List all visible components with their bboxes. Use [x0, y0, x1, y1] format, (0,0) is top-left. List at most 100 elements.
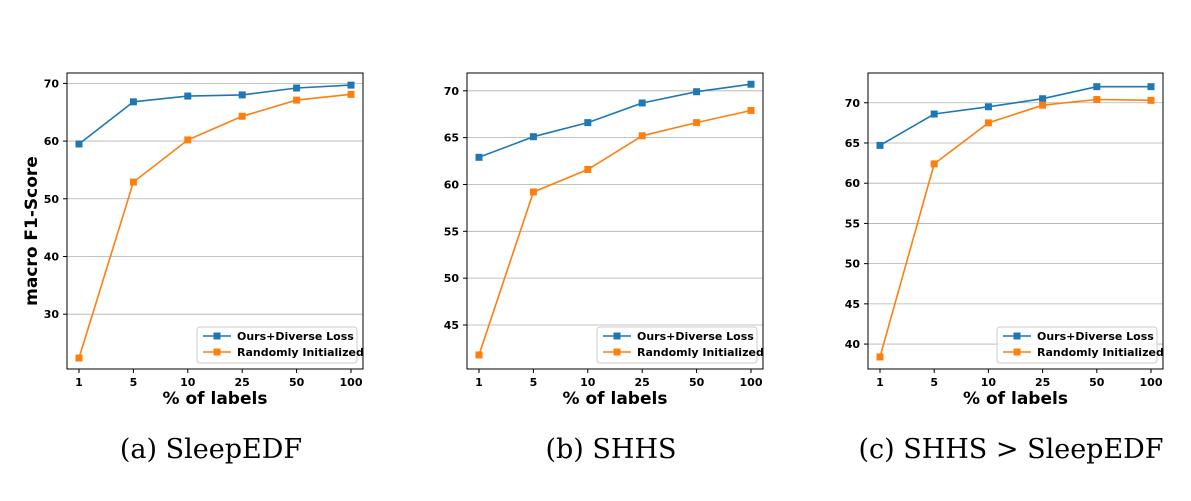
data-point [930, 110, 938, 118]
data-point [75, 140, 83, 148]
data-point [693, 119, 701, 127]
x-tick-label: 1 [75, 376, 83, 389]
x-tick-label: 5 [130, 376, 138, 389]
x-tick-label: 50 [1089, 376, 1105, 389]
legend-marker [613, 332, 621, 340]
y-tick-label: 70 [444, 85, 460, 98]
x-tick-label: 10 [981, 376, 997, 389]
plot-frame [867, 72, 1164, 370]
y-tick-label: 65 [845, 137, 860, 150]
data-point [984, 103, 992, 111]
data-point [638, 99, 646, 107]
data-point [638, 132, 646, 140]
data-point [347, 81, 355, 89]
data-point [75, 354, 83, 362]
data-point [184, 92, 192, 100]
subfigure-caption: (c) SHHS > SleepEDF [858, 434, 1163, 465]
legend: Ours+Diverse Loss Randomly Initialized [196, 326, 364, 364]
x-tick-label: 25 [1035, 376, 1050, 389]
legend-marker [213, 332, 221, 340]
legend: Ours+Diverse Loss Randomly Initialized [996, 326, 1164, 364]
y-tick-label: 65 [444, 132, 459, 145]
y-tick-label: 40 [44, 250, 60, 263]
data-point [1039, 95, 1047, 103]
x-tick-label: 5 [930, 376, 938, 389]
data-point [1093, 96, 1101, 104]
data-point [984, 119, 992, 127]
series-line-1 [478, 83, 752, 159]
chart-panel-1: 30 40 50 60 70 1 5 10 25 50 100 Ours+Diverse Loss Ra… [22, 72, 364, 465]
y-axis-title: macro F1-Score [22, 156, 42, 306]
data-point [129, 178, 137, 186]
y-tick-label: 55 [444, 225, 459, 238]
data-point [1039, 101, 1047, 109]
series-line-2 [78, 93, 352, 359]
x-axis-title: % of labels [163, 389, 268, 409]
legend-label: Randomly Initialized [1037, 346, 1164, 359]
data-point [293, 84, 301, 92]
data-point [693, 88, 701, 96]
data-point [529, 133, 537, 141]
legend-marker [613, 348, 621, 356]
data-point [475, 351, 483, 359]
y-tick-label: 50 [444, 272, 460, 285]
data-point [238, 112, 246, 120]
series-line-1 [879, 85, 1151, 147]
series-line-1 [78, 84, 352, 145]
data-point [129, 98, 137, 106]
subfigure-caption: (a) SleepEDF [120, 434, 302, 465]
legend-marker [1013, 348, 1021, 356]
x-axis-title: % of labels [963, 389, 1068, 409]
x-tick-label: 5 [530, 376, 538, 389]
legend-label: Ours+Diverse Loss [1037, 330, 1154, 343]
data-point [293, 96, 301, 104]
x-tick-label: 1 [475, 376, 483, 389]
data-point [1147, 83, 1155, 91]
legend-label: Randomly Initialized [637, 346, 764, 359]
legend-box [596, 326, 758, 364]
y-tick-label: 45 [845, 298, 860, 311]
y-tick-label: 70 [845, 97, 861, 110]
y-tick-label: 50 [44, 193, 60, 206]
y-tick-label: 60 [845, 177, 861, 190]
x-tick-label: 25 [635, 376, 650, 389]
data-point [747, 106, 755, 114]
x-tick-label: 100 [740, 376, 763, 389]
y-tick-label: 55 [845, 217, 860, 230]
data-point [184, 136, 192, 144]
legend-marker [213, 348, 221, 356]
legend: Ours+Diverse Loss Randomly Initialized [596, 326, 764, 364]
legend-marker [1013, 332, 1021, 340]
x-tick-label: 10 [180, 376, 196, 389]
legend-box [196, 326, 358, 364]
y-tick-label: 40 [845, 338, 861, 351]
x-tick-label: 10 [580, 376, 596, 389]
y-tick-label: 50 [845, 258, 861, 271]
x-tick-label: 50 [689, 376, 705, 389]
data-point [347, 90, 355, 98]
legend-label: Ours+Diverse Loss [237, 330, 354, 343]
data-point [876, 141, 884, 149]
x-axis-title: % of labels [563, 389, 668, 409]
x-tick-label: 100 [340, 376, 363, 389]
x-tick-label: 50 [289, 376, 305, 389]
data-point [876, 353, 884, 361]
legend-label: Randomly Initialized [237, 346, 364, 359]
data-point [1147, 96, 1155, 104]
data-point [584, 165, 592, 173]
series-line-2 [478, 109, 752, 356]
y-tick-label: 60 [444, 178, 460, 191]
data-point [238, 91, 246, 99]
data-point [529, 188, 537, 196]
data-point [584, 119, 592, 127]
y-tick-label: 60 [44, 135, 60, 148]
subfigure-caption: (b) SHHS [545, 434, 676, 465]
x-tick-label: 25 [235, 376, 250, 389]
data-point [475, 153, 483, 161]
data-point [747, 80, 755, 88]
chart-panel-2: 45 50 55 60 65 70 1 5 10 25 50 100 Ours+Diverse Loss… [444, 72, 764, 465]
chart-panel-3: 40 45 50 55 60 65 70 1 5 10 25 50 100 Ours+Diverse Lo… [845, 72, 1164, 465]
plot-frame [66, 72, 364, 370]
x-tick-label: 1 [876, 376, 884, 389]
